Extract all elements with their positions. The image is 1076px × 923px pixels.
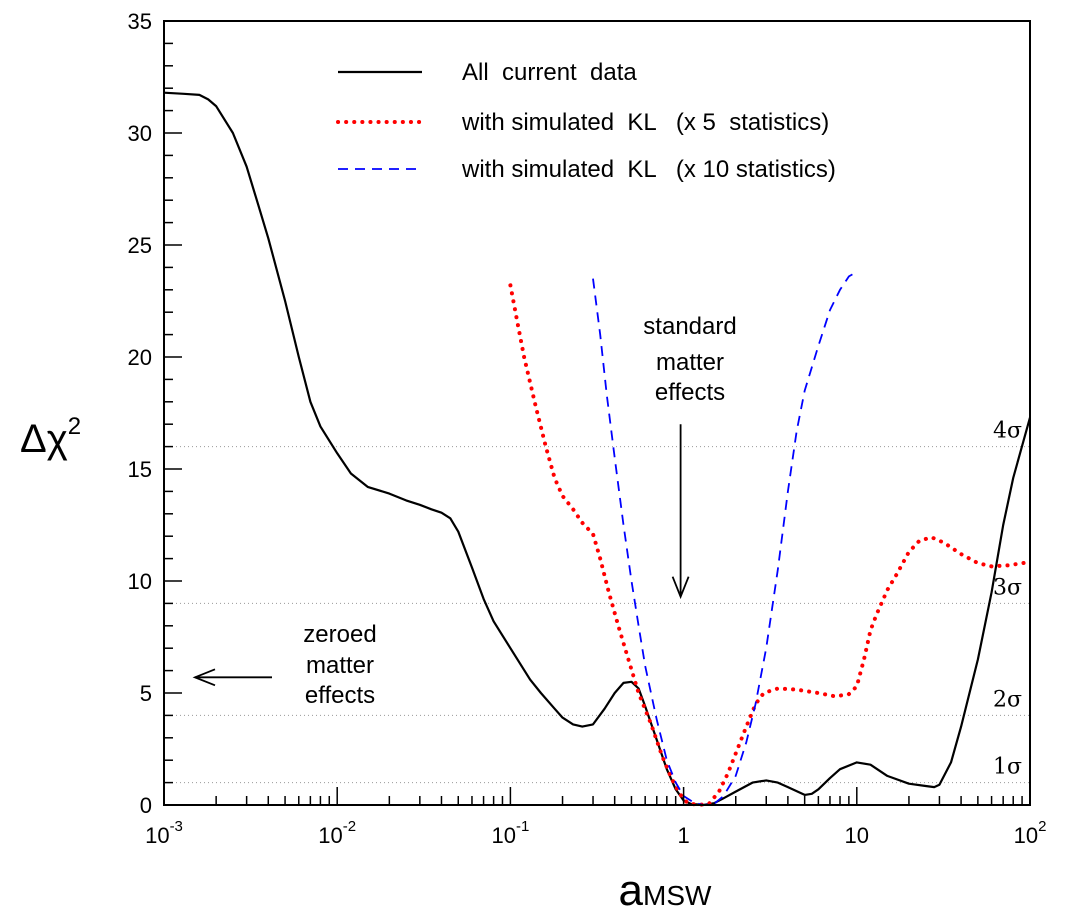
sigma-label: 4σ xyxy=(993,419,1022,444)
zeroed-matter-label: effects xyxy=(305,682,375,709)
standard-arrow-head xyxy=(671,576,690,600)
y-tick-label: 20 xyxy=(128,345,152,370)
sigma-label: 3σ xyxy=(993,575,1022,600)
y-tick-label: 15 xyxy=(128,457,152,482)
y-tick-label: 10 xyxy=(128,569,152,594)
x-axis: 10-3 10-2 10-1 1 10 102 xyxy=(145,787,1046,848)
sigma-labels: 1σ 2σ 3σ 4σ xyxy=(993,419,1022,780)
zeroed-matter-label: matter xyxy=(306,652,374,679)
x-tick-label: 10 xyxy=(845,823,869,848)
x-tick-label: 10-3 xyxy=(145,818,183,848)
standard-matter-label: matter xyxy=(656,349,724,376)
sigma-grid-lines xyxy=(164,446,1030,784)
y-axis-title: Δχ2 xyxy=(20,413,81,461)
sigma-label: 2σ xyxy=(993,687,1022,712)
annotations: standard matter effects zeroed matter effects xyxy=(192,313,737,709)
zeroed-arrow-head xyxy=(192,668,216,687)
x-tick-label: 10-1 xyxy=(491,818,529,848)
plot-frame xyxy=(163,20,1031,806)
x-tick-label: 10-2 xyxy=(318,818,356,848)
zeroed-matter-label: zeroed xyxy=(303,621,376,648)
series-line-dashed xyxy=(592,271,858,806)
standard-matter-label: standard xyxy=(643,313,736,340)
legend-label: with simulated KL (x 5 statistics) xyxy=(461,109,829,136)
x-axis-title: aMSW xyxy=(619,866,712,915)
y-tick-label: 25 xyxy=(128,233,152,258)
x-tick-label: 1 xyxy=(677,823,689,848)
y-tick-label: 0 xyxy=(140,793,152,818)
y-tick-label: 30 xyxy=(128,121,152,146)
data-series xyxy=(163,91,1032,807)
y-tick-label: 5 xyxy=(140,681,152,706)
legend-label: with simulated KL (x 10 statistics) xyxy=(461,156,836,183)
x-tick-label: 102 xyxy=(1014,818,1047,848)
series-line-dotted xyxy=(508,283,1032,807)
y-tick-label: 35 xyxy=(128,9,152,34)
legend: All current data with simulated KL (x 5 s… xyxy=(336,59,836,183)
legend-label: All current data xyxy=(462,59,637,86)
y-axis: 0 5 10 15 20 25 30 35 xyxy=(128,9,182,818)
series-line-solid xyxy=(163,91,1032,807)
sigma-label: 1σ xyxy=(993,755,1022,780)
standard-matter-label: effects xyxy=(655,379,725,406)
